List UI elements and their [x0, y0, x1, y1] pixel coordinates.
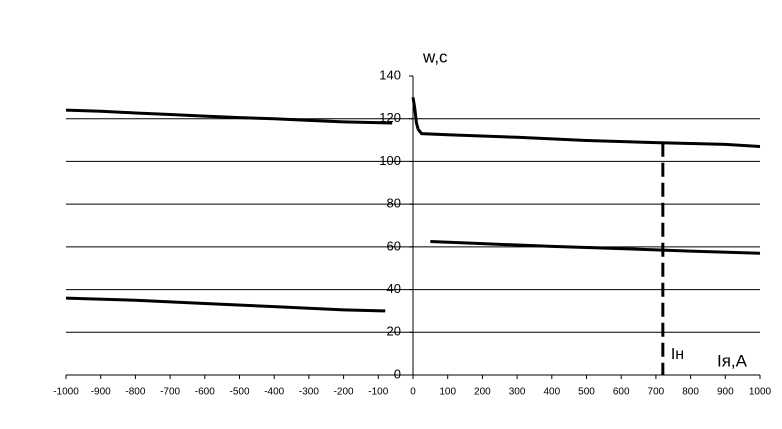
x-tick-label: 300 — [509, 387, 526, 398]
x-tick-label: 0 — [410, 387, 416, 398]
x-tick-label: 1000 — [749, 387, 772, 398]
x-tick-label: 100 — [439, 387, 456, 398]
x-tick-label: -900 — [91, 387, 111, 398]
x-tick-label: -200 — [334, 387, 354, 398]
y-tick-label: 140 — [379, 67, 401, 82]
y-tick-label: 60 — [387, 238, 401, 253]
x-axis-label: Iя,A — [717, 351, 748, 370]
marker-label: Iн — [671, 346, 684, 363]
series-line — [65, 108, 393, 125]
x-tick-label: -1000 — [53, 387, 79, 398]
y-tick-label: 100 — [379, 153, 401, 168]
y-axis-label: w,c — [422, 47, 448, 66]
y-tick-label: 20 — [387, 324, 401, 339]
x-tick-label: 400 — [543, 387, 560, 398]
x-tick-label: 200 — [474, 387, 491, 398]
x-tick-label: 700 — [648, 387, 665, 398]
y-tick-label: 0 — [394, 366, 401, 381]
x-tick-label: 500 — [578, 387, 595, 398]
x-tick-label: 900 — [717, 387, 734, 398]
series-line — [65, 296, 386, 313]
x-tick-label: -800 — [125, 387, 145, 398]
x-tick-label: -700 — [160, 387, 180, 398]
x-tick-label: -400 — [264, 387, 284, 398]
y-tick-label: 40 — [387, 281, 401, 296]
y-tick-label: 80 — [387, 196, 401, 211]
x-tick-label: -300 — [299, 387, 319, 398]
x-tick-label: 800 — [682, 387, 699, 398]
x-tick-label: -500 — [229, 387, 249, 398]
x-tick-label: 600 — [613, 387, 630, 398]
x-tick-label: -100 — [368, 387, 388, 398]
series-line — [430, 240, 761, 255]
x-tick-label: -600 — [195, 387, 215, 398]
series-line — [411, 97, 761, 148]
